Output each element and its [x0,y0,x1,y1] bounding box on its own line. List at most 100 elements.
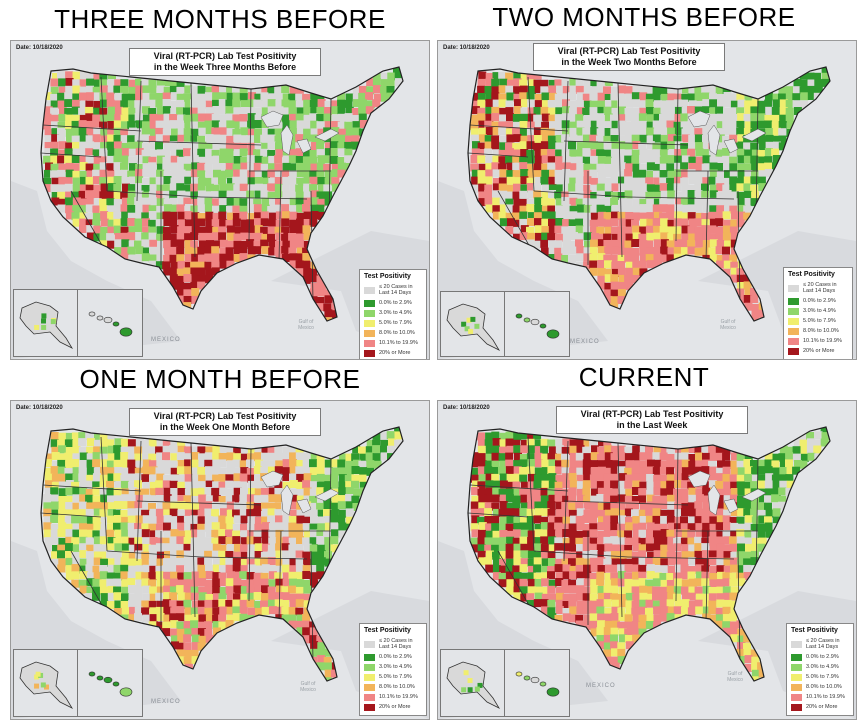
alaska-inset [440,291,506,357]
mexico-label: MEXICO [570,339,600,345]
legend-item: 10.1% to 19.9% [788,336,848,346]
legend-title: Test Positivity [791,627,838,634]
legend-item: ≤ 20 Cases in Last 14 Days [364,636,422,652]
legend-label: 3.0% to 4.9% [379,310,412,316]
legend-item: 8.0% to 10.0% [791,682,849,692]
legend-swatch [788,327,799,335]
map-title: Viral (RT-PCR) Lab Test Positivity in th… [533,43,725,71]
legend-label: 10.1% to 19.9% [379,694,418,700]
legend-swatch [364,703,375,711]
legend-label: 20% or More [803,348,835,354]
legend-item: 3.0% to 4.9% [364,308,422,318]
legend-label: 5.0% to 7.9% [379,320,412,326]
map-title-line1: Viral (RT-PCR) Lab Test Positivity [557,46,701,56]
legend-label: 10.1% to 19.9% [803,338,842,344]
legend-swatch [364,673,375,681]
legend-title: Test Positivity [364,273,411,280]
alaska-inset [13,649,79,717]
legend-label: ≤ 20 Cases in Last 14 Days [379,638,413,650]
map-panel-one-month: Date: 10/18/2020 Viral (RT-PCR) Lab Test… [10,400,430,720]
legend-item: ≤ 20 Cases in Last 14 Days [791,636,849,652]
legend-swatch [788,337,799,345]
map-legend: Test Positivity ≤ 20 Cases in Last 14 Da… [359,269,427,359]
legend-label: 8.0% to 10.0% [803,328,839,334]
legend-label: 3.0% to 4.9% [379,664,412,670]
legend-label: 8.0% to 10.0% [806,684,842,690]
legend-label: 20% or More [379,350,411,356]
gulf-label: Gulf of Mexico [727,671,743,683]
legend-item: 20% or More [364,348,422,358]
map-date: Date: 10/18/2020 [443,45,490,51]
legend-item: 0.0% to 2.9% [791,652,849,662]
legend-label: ≤ 20 Cases in Last 14 Days [379,284,413,296]
legend-item: 0.0% to 2.9% [364,298,422,308]
legend-label: 10.1% to 19.9% [806,694,845,700]
alaska-inset [13,289,79,357]
legend-item: 8.0% to 10.0% [364,682,422,692]
legend-item: 3.0% to 4.9% [791,662,849,672]
mexico-label: MEXICO [151,699,181,705]
map-panel-current: Date: 10/18/2020 Viral (RT-PCR) Lab Test… [437,400,857,720]
legend-item: 10.1% to 19.9% [791,692,849,702]
map-date: Date: 10/18/2020 [16,405,63,411]
legend-swatch [791,683,802,691]
legend-item: ≤ 20 Cases in Last 14 Days [364,282,422,298]
heading-two-months: TWO MONTHS BEFORE [492,2,796,32]
legend-swatch [364,683,375,691]
gulf-label: Gulf of Mexico [298,319,314,331]
map-legend: Test Positivity ≤ 20 Cases in Last 14 Da… [359,623,427,716]
map-title: Viral (RT-PCR) Lab Test Positivity in th… [129,48,321,76]
legend-swatch [788,347,799,355]
legend-swatch [791,703,802,711]
legend-label: 0.0% to 2.9% [806,654,839,660]
legend-title: Test Positivity [364,627,411,634]
map-legend: Test Positivity ≤ 20 Cases in Last 14 Da… [783,267,853,359]
legend-label: 5.0% to 7.9% [806,674,839,680]
legend-swatch [364,319,375,327]
heading-three-months: THREE MONTHS BEFORE [54,4,386,34]
legend-swatch [364,299,375,307]
legend-label: 20% or More [379,704,411,710]
gulf-label: Gulf of Mexico [300,681,316,693]
map-title: Viral (RT-PCR) Lab Test Positivity in th… [556,406,748,434]
legend-swatch [364,640,375,648]
heading-one-month: ONE MONTH BEFORE [79,364,361,394]
legend-label: 3.0% to 4.9% [806,664,839,670]
legend-swatch [791,673,802,681]
map-legend: Test Positivity ≤ 20 Cases in Last 14 Da… [786,623,854,716]
legend-label: 0.0% to 2.9% [379,300,412,306]
legend-swatch [364,339,375,347]
map-panel-three-months: Date: 10/18/2020 Viral (RT-PCR) Lab Test… [10,40,430,360]
legend-swatch [364,286,375,294]
map-title-line1: Viral (RT-PCR) Lab Test Positivity [580,409,724,419]
map-title-line2: in the Week Two Months Before [561,57,697,67]
legend-label: 0.0% to 2.9% [803,298,836,304]
map-panel-two-months: Date: 10/18/2020 Viral (RT-PCR) Lab Test… [437,40,857,360]
legend-swatch [791,663,802,671]
legend-item: 3.0% to 4.9% [788,306,848,316]
legend-label: 8.0% to 10.0% [379,330,415,336]
legend-swatch [788,307,799,315]
hawaii-inset [77,289,143,357]
legend-swatch [788,297,799,305]
legend-swatch [364,693,375,701]
map-title-line1: Viral (RT-PCR) Lab Test Positivity [153,411,297,421]
legend-swatch [364,349,375,357]
legend-swatch [364,653,375,661]
map-title-line1: Viral (RT-PCR) Lab Test Positivity [153,51,297,61]
mexico-label: MEXICO [151,337,181,343]
legend-label: ≤ 20 Cases in Last 14 Days [803,282,837,294]
map-title-line2: in the Week Three Months Before [153,62,297,72]
map-date: Date: 10/18/2020 [16,45,63,51]
map-title: Viral (RT-PCR) Lab Test Positivity in th… [129,408,321,436]
map-title-line2: in the Week One Month Before [159,422,291,432]
heading-current: CURRENT [578,362,710,392]
legend-swatch [788,317,799,325]
legend-label: 0.0% to 2.9% [379,654,412,660]
gulf-label: Gulf of Mexico [720,319,736,331]
legend-label: 5.0% to 7.9% [379,674,412,680]
hawaii-inset [77,649,143,717]
legend-item: 20% or More [788,346,848,356]
legend-swatch [788,284,799,292]
legend-item: ≤ 20 Cases in Last 14 Days [788,280,848,296]
